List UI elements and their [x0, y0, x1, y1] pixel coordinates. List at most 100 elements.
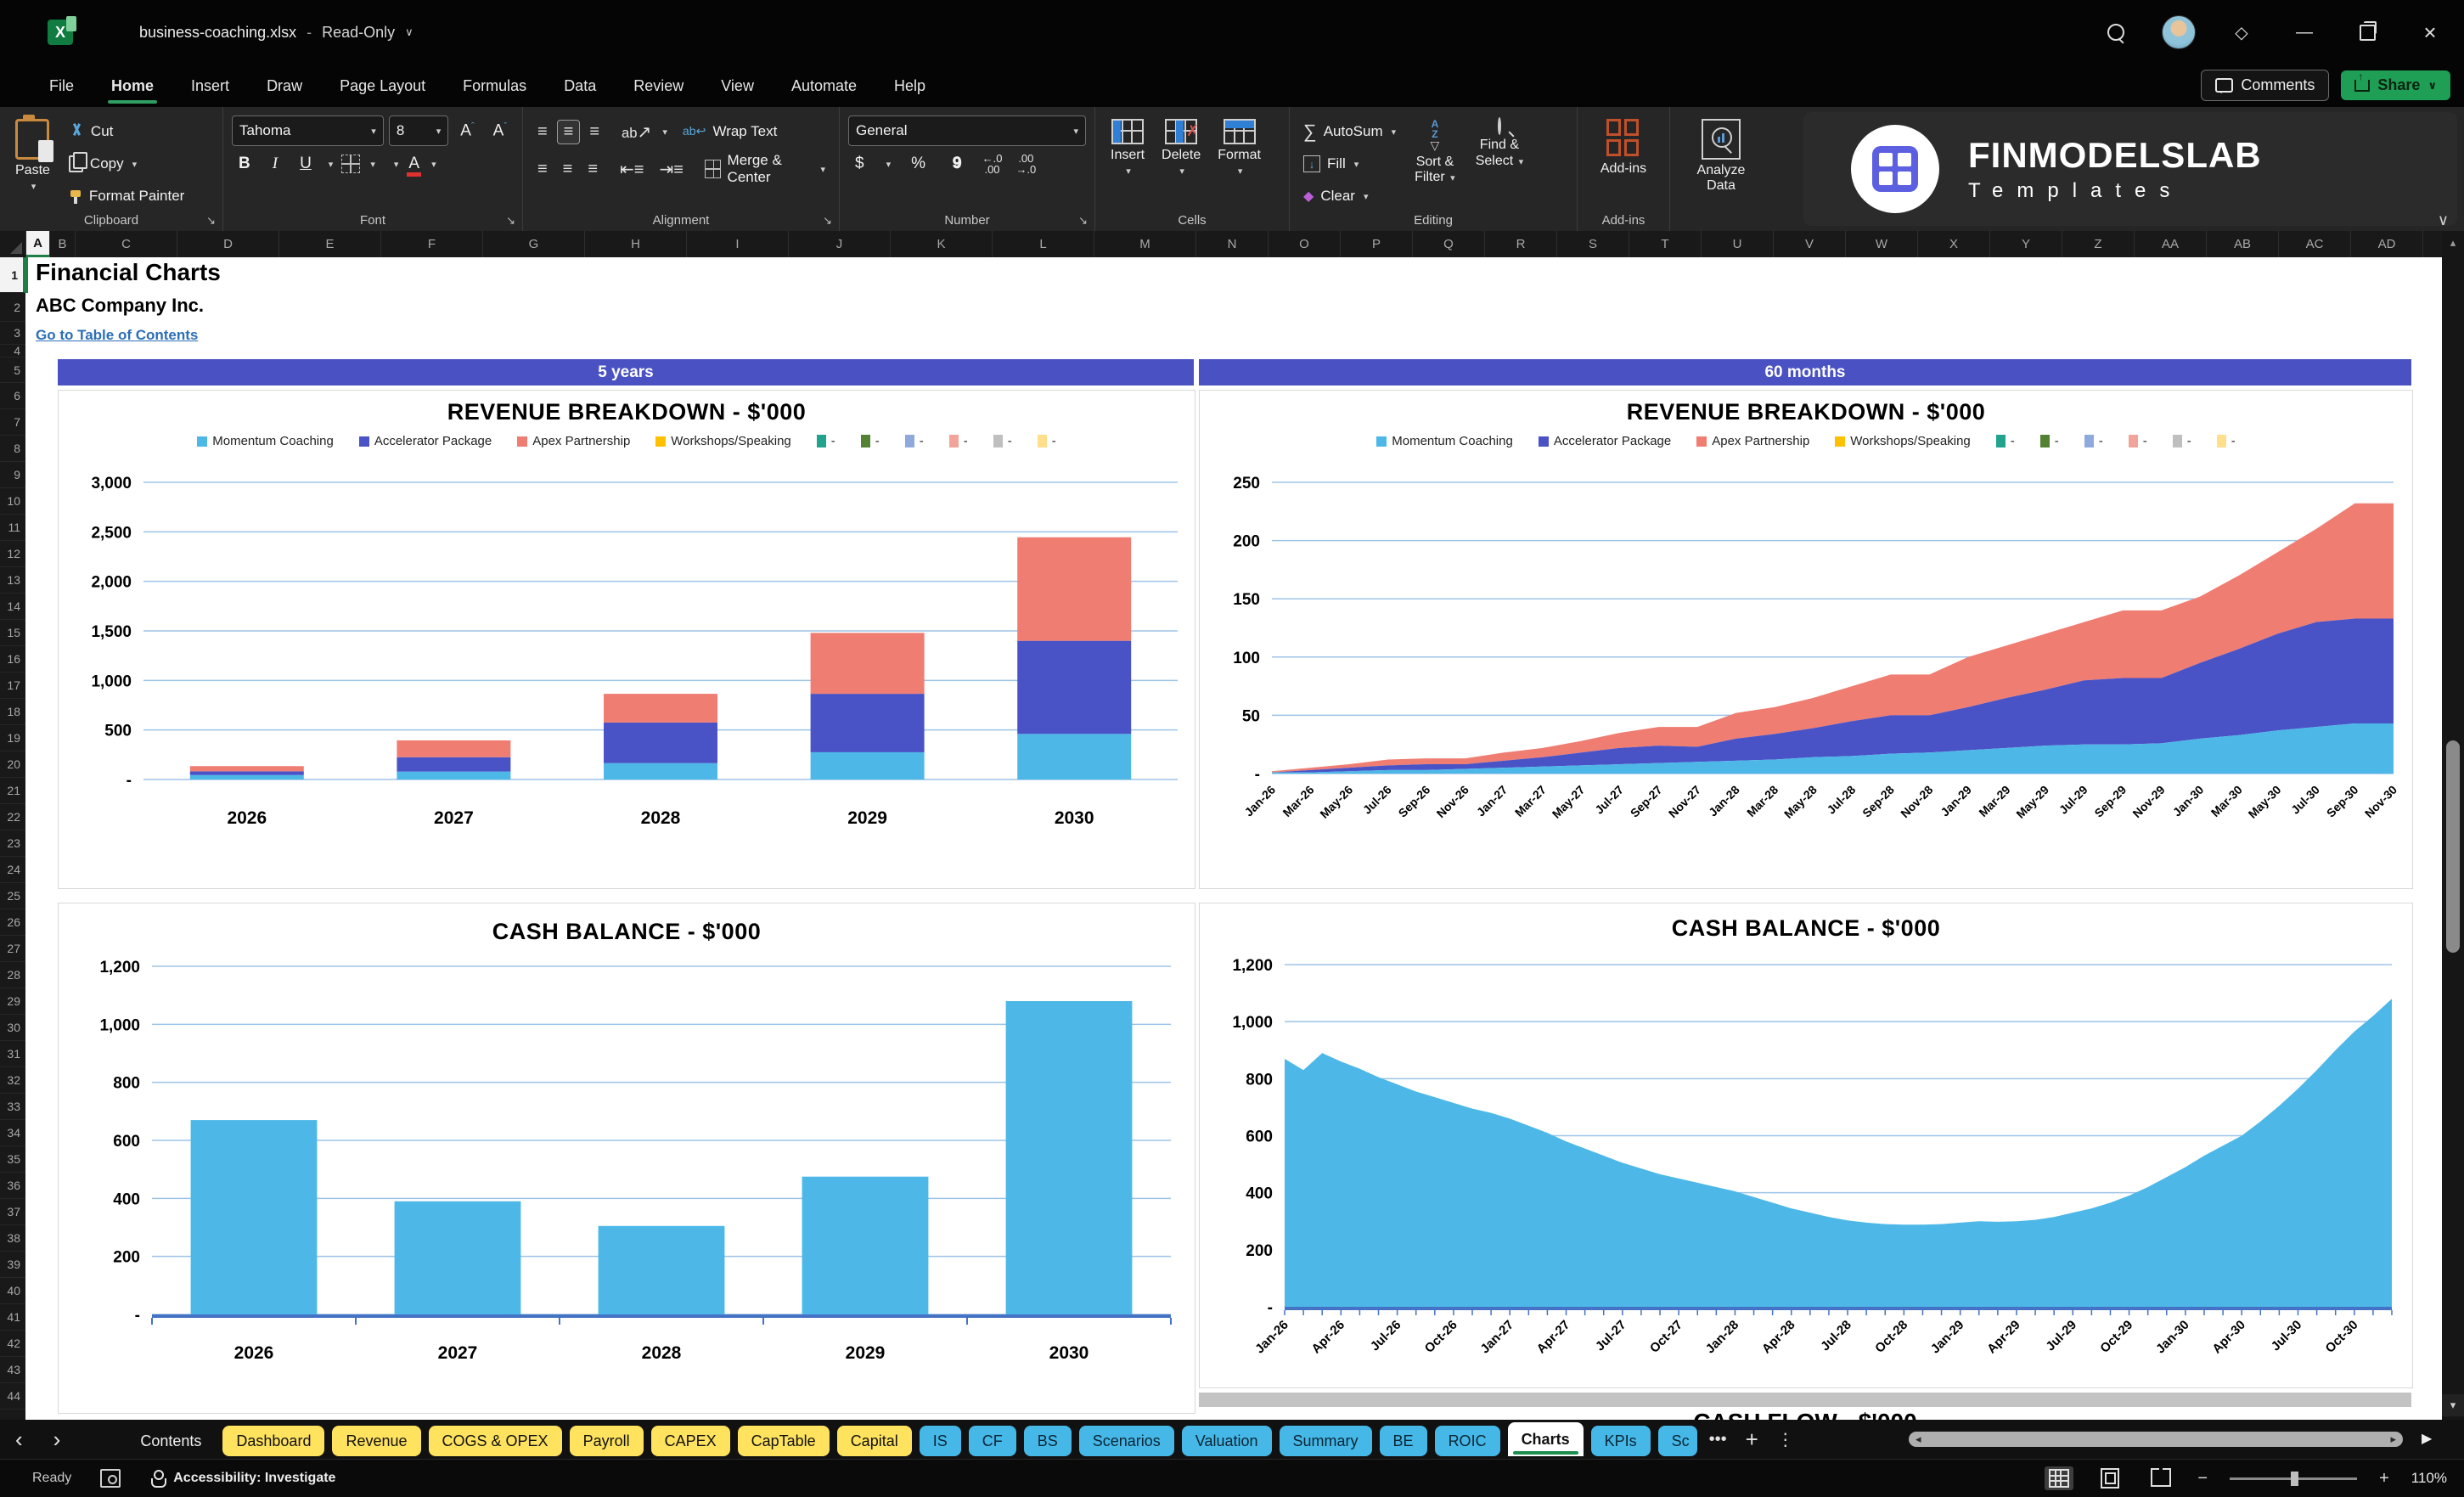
row-header-7[interactable]: 7 — [0, 409, 25, 436]
page-break-view-button[interactable] — [2146, 1466, 2175, 1490]
add-ins-button[interactable]: Add-ins — [1594, 115, 1653, 180]
scroll-far-right-icon[interactable]: ▶ — [2422, 1432, 2433, 1446]
sheet-tab-roic[interactable]: ROIC — [1434, 1426, 1500, 1456]
row-header-10[interactable]: 10 — [0, 488, 25, 515]
macro-record-icon[interactable] — [100, 1469, 121, 1488]
shrink-font-button[interactable]: Aˇ — [492, 121, 507, 140]
sheet-tab-summary[interactable]: Summary — [1279, 1426, 1372, 1456]
row-header-44[interactable]: 44 — [0, 1383, 25, 1410]
copy-button[interactable]: Copy ▾ — [64, 148, 189, 180]
column-header-U[interactable]: U — [1702, 231, 1774, 257]
decrease-indent-button[interactable]: ⇤≡ — [620, 160, 644, 179]
chart-cash-balance-60m[interactable]: CASH BALANCE - $'000 - 200 400 600 800 1,000 1… — [1199, 903, 2413, 1388]
avatar[interactable] — [2160, 14, 2197, 51]
format-cells-button[interactable]: Format ▾ — [1211, 115, 1268, 181]
menu-tab-view[interactable]: View — [721, 76, 754, 94]
next-sheet-icon[interactable]: › — [53, 1426, 61, 1452]
vertical-scroll-thumb[interactable] — [2446, 740, 2460, 953]
align-top-button[interactable]: ≡ — [537, 121, 548, 141]
row-header-6[interactable]: 6 — [0, 383, 25, 409]
column-header-B[interactable]: B — [50, 231, 76, 257]
column-header-V[interactable]: V — [1774, 231, 1846, 257]
row-header-1[interactable]: 1 — [0, 257, 25, 293]
column-header-A[interactable]: A — [26, 231, 50, 257]
row-header-14[interactable]: 14 — [0, 594, 25, 620]
new-sheet-button[interactable]: + — [1745, 1426, 1758, 1452]
increase-indent-button[interactable]: ⇥≡ — [659, 160, 684, 179]
scroll-left-icon[interactable]: ◂ — [1916, 1432, 1921, 1445]
accessibility-icon[interactable] — [149, 1470, 167, 1488]
row-header-21[interactable]: 21 — [0, 778, 25, 804]
row-header-28[interactable]: 28 — [0, 962, 25, 988]
row-header-11[interactable]: 11 — [0, 515, 25, 541]
orientation-button[interactable]: ab↗ — [622, 122, 652, 142]
collapse-ribbon-icon[interactable]: ∨ — [2437, 211, 2449, 228]
row-header-17[interactable]: 17 — [0, 673, 25, 699]
row-header-25[interactable]: 25 — [0, 883, 25, 909]
align-center-button[interactable]: ≡ — [562, 159, 573, 178]
scroll-right-icon[interactable]: ▸ — [2390, 1432, 2396, 1445]
row-header-36[interactable]: 36 — [0, 1173, 25, 1199]
dialog-launcher-icon[interactable]: ↘ — [1078, 214, 1088, 227]
row-header-27[interactable]: 27 — [0, 936, 25, 962]
row-header-22[interactable]: 22 — [0, 804, 25, 830]
column-header-Z[interactable]: Z — [2062, 231, 2135, 257]
column-header-J[interactable]: J — [789, 231, 891, 257]
row-header-35[interactable]: 35 — [0, 1146, 25, 1173]
menu-tab-help[interactable]: Help — [894, 76, 926, 94]
sheet-tab-charts[interactable]: Charts — [1507, 1422, 1584, 1456]
search-icon[interactable] — [2097, 14, 2135, 51]
column-header-W[interactable]: W — [1846, 231, 1918, 257]
select-all-corner[interactable] — [0, 231, 26, 257]
row-header-3[interactable]: 3 — [0, 322, 25, 345]
sheet-tab-captable[interactable]: CapTable — [737, 1426, 830, 1456]
increase-decimal-button[interactable]: ←.0.00 — [982, 152, 1003, 176]
insert-cells-button[interactable]: Insert ▾ — [1104, 115, 1151, 181]
row-header-2[interactable]: 2 — [0, 293, 25, 322]
dialog-launcher-icon[interactable]: ↘ — [506, 214, 515, 227]
sheet-tab-revenue[interactable]: Revenue — [332, 1426, 421, 1456]
find-select-button[interactable]: Find & Select ▾ — [1469, 115, 1530, 212]
decrease-decimal-button[interactable]: .00 →.0 — [1015, 152, 1037, 176]
menu-tab-file[interactable]: File — [49, 76, 75, 94]
table-of-contents-link[interactable]: Go to Table of Contents — [36, 327, 199, 343]
row-header-41[interactable]: 41 — [0, 1304, 25, 1331]
menu-tab-automate[interactable]: Automate — [790, 76, 857, 94]
paste-button[interactable]: Paste ▾ — [8, 115, 57, 212]
chart-revenue-breakdown-5y[interactable]: REVENUE BREAKDOWN - $'000 Momentum Coach… — [58, 390, 1195, 889]
menu-tab-insert[interactable]: Insert — [191, 76, 230, 94]
column-header-Q[interactable]: Q — [1413, 231, 1485, 257]
row-header-29[interactable]: 29 — [0, 988, 25, 1015]
comma-style-button[interactable]: 𝟗 — [953, 155, 962, 172]
column-header-M[interactable]: M — [1094, 231, 1196, 257]
menu-tab-draw[interactable]: Draw — [267, 76, 303, 94]
grow-font-button[interactable]: Aˆ — [460, 121, 475, 140]
row-header-9[interactable]: 9 — [0, 462, 25, 488]
italic-button[interactable]: I — [272, 155, 278, 172]
column-header-G[interactable]: G — [483, 231, 585, 257]
diamond-icon[interactable]: ◇ — [2235, 23, 2248, 42]
font-color-button[interactable]: A — [407, 155, 421, 177]
column-header-L[interactable]: L — [993, 231, 1094, 257]
row-header-8[interactable]: 8 — [0, 436, 25, 462]
row-header-15[interactable]: 15 — [0, 620, 25, 646]
dialog-launcher-icon[interactable]: ↘ — [823, 214, 832, 227]
chart-cash-balance-5y[interactable]: CASH BALANCE - $'000 - 200 400 600 800 1,000 1… — [58, 903, 1195, 1414]
column-header-Y[interactable]: Y — [1990, 231, 2062, 257]
column-header-F[interactable]: F — [381, 231, 483, 257]
autosum-button[interactable]: ∑ AutoSum ▾ — [1303, 121, 1397, 142]
font-name-select[interactable]: Tahoma ▾ — [232, 115, 384, 146]
sheet-tab-valuation[interactable]: Valuation — [1181, 1426, 1272, 1456]
row-header-42[interactable]: 42 — [0, 1331, 25, 1357]
menu-tab-page-layout[interactable]: Page Layout — [340, 76, 426, 94]
zoom-level[interactable]: 110% — [2411, 1470, 2447, 1486]
align-middle-button[interactable]: ≡ — [556, 119, 581, 144]
font-size-select[interactable]: 8 ▾ — [388, 115, 449, 146]
sheet-tab-is[interactable]: IS — [919, 1426, 961, 1456]
column-header-AA[interactable]: AA — [2135, 231, 2207, 257]
column-header-D[interactable]: D — [177, 231, 279, 257]
sheet-options-icon[interactable]: ⋮ — [1776, 1430, 1794, 1449]
row-header-43[interactable]: 43 — [0, 1357, 25, 1383]
row-header-34[interactable]: 34 — [0, 1120, 25, 1146]
column-header-P[interactable]: P — [1341, 231, 1413, 257]
